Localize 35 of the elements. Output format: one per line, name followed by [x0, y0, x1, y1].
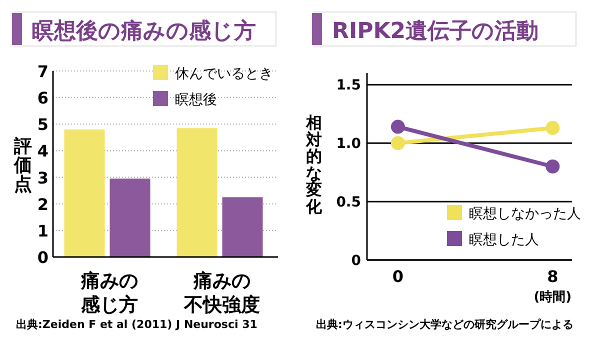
legend-label: 休んでいるとき: [175, 66, 273, 82]
x-tick-label: 0: [392, 267, 404, 286]
legend-label: 瞑想しなかった人: [469, 206, 581, 222]
chart-title: 瞑想後の痛みの感じ方: [32, 18, 256, 44]
y-tick-label: 7: [37, 62, 49, 81]
y-tick-label: 1.0: [336, 136, 362, 152]
y-tick-label: 2: [37, 194, 49, 214]
y-axis-title: 評価点: [13, 136, 32, 195]
bar: [176, 128, 218, 257]
y-tick-label: 0: [37, 248, 49, 267]
bar: [110, 178, 150, 257]
y-tick-label: 5: [37, 115, 49, 134]
x-axis-title: (時間): [534, 290, 572, 305]
y-tick-label: 4: [37, 142, 49, 161]
y-tick-label: 0: [351, 253, 362, 269]
source-note: 出典:ウィスコンシン大学などの研究グループによる: [316, 318, 574, 331]
y-tick-label: 0.5: [336, 194, 361, 211]
point: [390, 136, 405, 150]
y-tick-label: 3: [37, 168, 49, 188]
legend-label: 瞑想した人: [469, 232, 539, 248]
x-tick-label: 8: [547, 267, 558, 286]
x-tick-label: 痛みの不快強度: [182, 270, 260, 316]
point: [546, 160, 560, 174]
x-tick-label: 痛みの感じ方: [80, 270, 138, 316]
y-tick-label: 1.5: [336, 78, 361, 94]
point: [390, 120, 405, 134]
source-note: 出典:Zeiden F et al (2011) J Neurosci 31: [16, 318, 258, 331]
y-tick-label: 6: [37, 88, 49, 108]
point: [546, 120, 560, 135]
bar: [222, 197, 263, 257]
legend-label: 瞑想後: [175, 92, 217, 108]
y-tick-label: 1: [37, 221, 49, 240]
bar: [64, 129, 105, 257]
y-axis-title: 相対的な変化: [305, 113, 323, 216]
chart-title: RIPK2遺伝子の活動: [332, 19, 539, 44]
